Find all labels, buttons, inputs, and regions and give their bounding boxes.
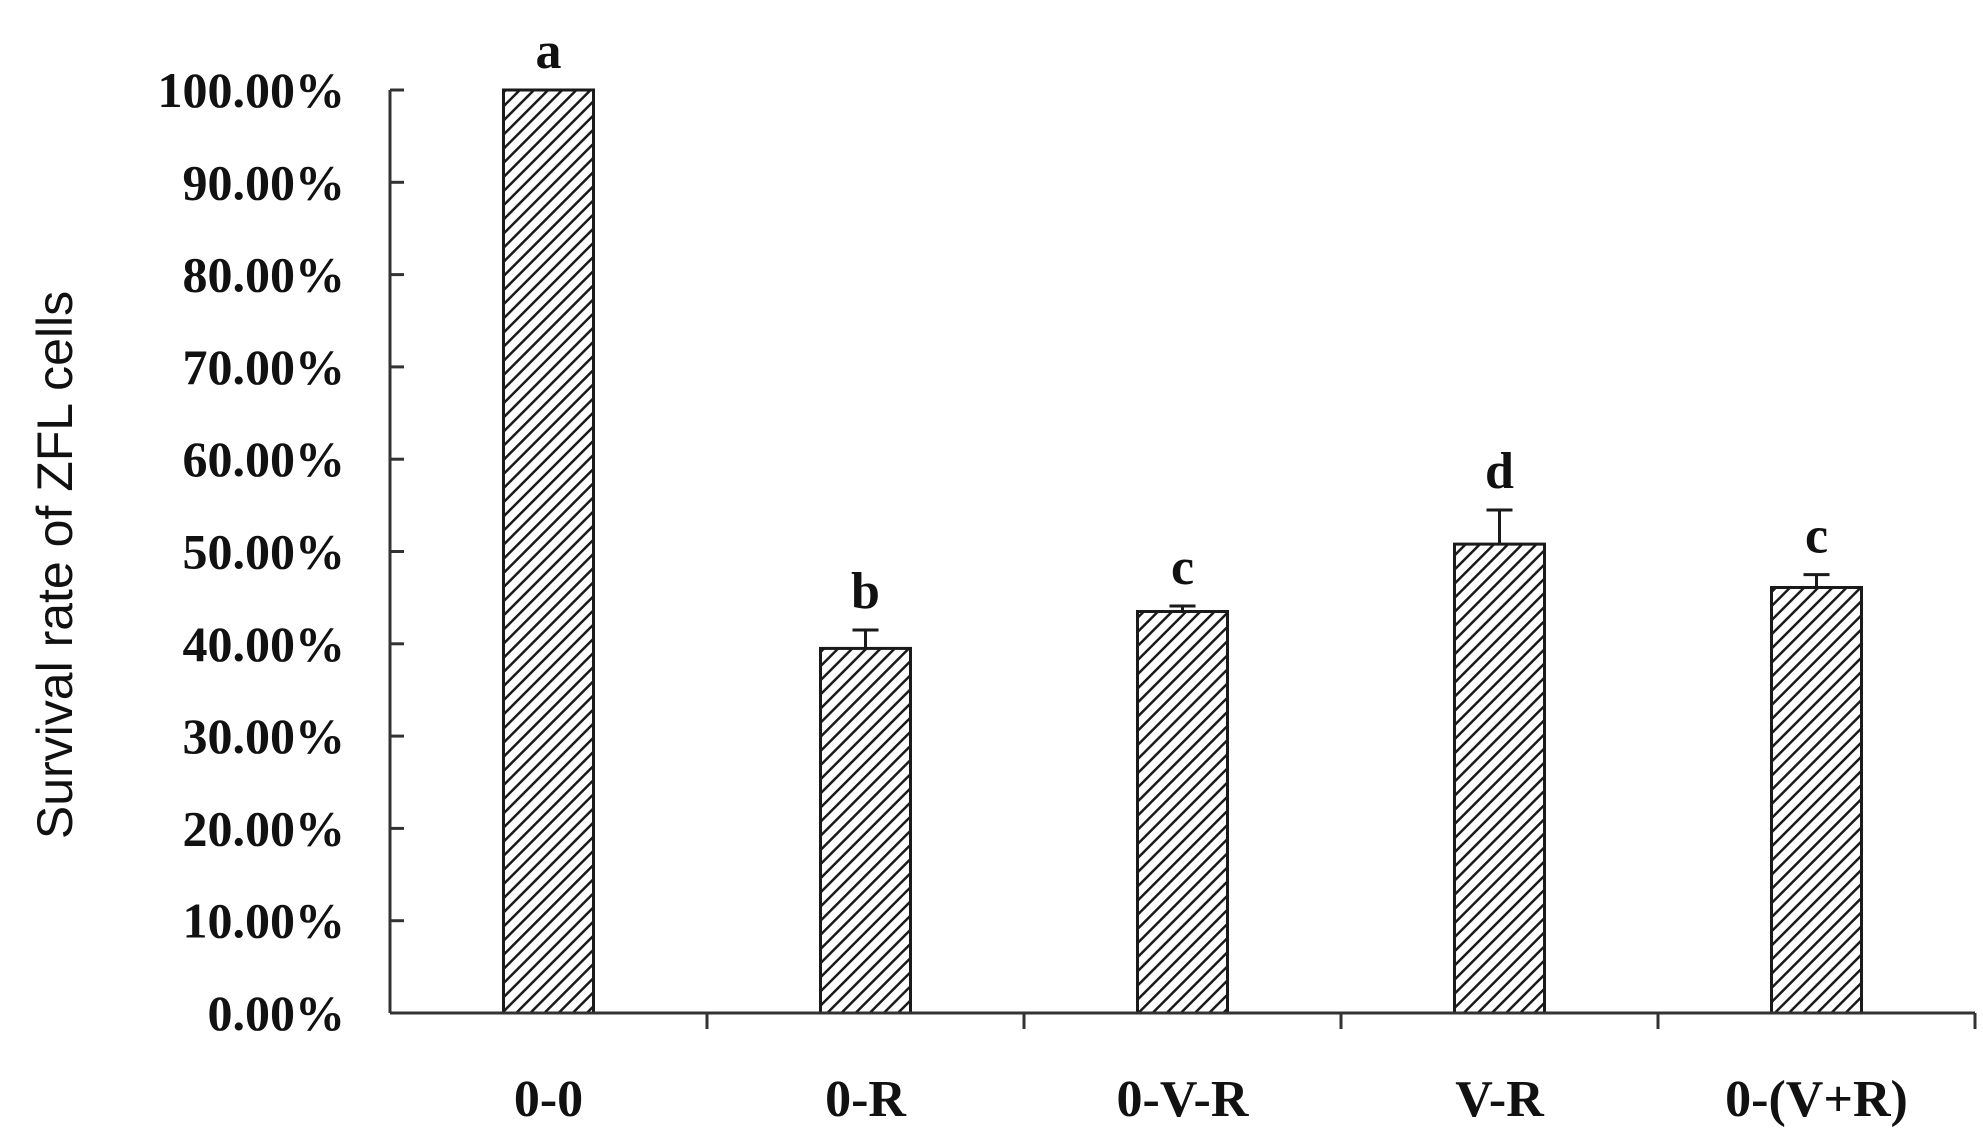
significance-labels: a b c d c [536, 23, 1829, 620]
significance-label-0-0: a [536, 23, 562, 80]
significance-label-0-R: b [851, 563, 880, 620]
bar-0-0 [502, 88, 595, 1015]
y-tick-label: 50.00% [183, 524, 346, 580]
y-tick-label: 0.00% [208, 985, 346, 1041]
y-tick-label: 70.00% [183, 339, 346, 395]
x-tick-label-0-(V+R): 0-(V+R) [1725, 1071, 1908, 1128]
y-tick-label: 30.00% [183, 708, 346, 764]
y-tick-label: 100.00% [158, 62, 346, 118]
x-tick-label-0-V-R: 0-V-R [1117, 1071, 1250, 1128]
bars [502, 88, 1863, 1015]
x-tick-label-0-0: 0-0 [514, 1071, 583, 1128]
y-tick-label: 60.00% [183, 431, 346, 487]
significance-label-0-(V+R): c [1805, 508, 1828, 565]
x-axis-ticks [705, 1013, 1977, 1029]
y-tick-label: 20.00% [183, 800, 346, 856]
significance-label-V-R: d [1485, 443, 1514, 500]
bar-0-(V+R) [1770, 585, 1863, 1015]
error-bars [852, 508, 1830, 649]
y-tick-label: 40.00% [183, 616, 346, 672]
x-tick-labels: 0-0 0-R 0-V-R V-R 0-(V+R) [514, 1071, 1908, 1128]
y-ticks: 0.00% 10.00% 20.00% 30.00% 40.00% 50.00% 60.00… [158, 62, 404, 1041]
bar-0-V-R [1136, 609, 1229, 1015]
bar-V-R [1453, 542, 1546, 1015]
y-axis-label: Survival rate of ZFL cells [27, 291, 83, 839]
y-tick-label: 10.00% [183, 893, 346, 949]
significance-label-0-V-R: c [1171, 539, 1194, 596]
y-tick-label: 90.00% [183, 154, 346, 210]
x-tick-label-V-R: V-R [1455, 1071, 1545, 1128]
x-tick-label-0-R: 0-R [825, 1071, 907, 1128]
bar-0-R [819, 646, 912, 1015]
y-tick-label: 80.00% [183, 247, 346, 303]
